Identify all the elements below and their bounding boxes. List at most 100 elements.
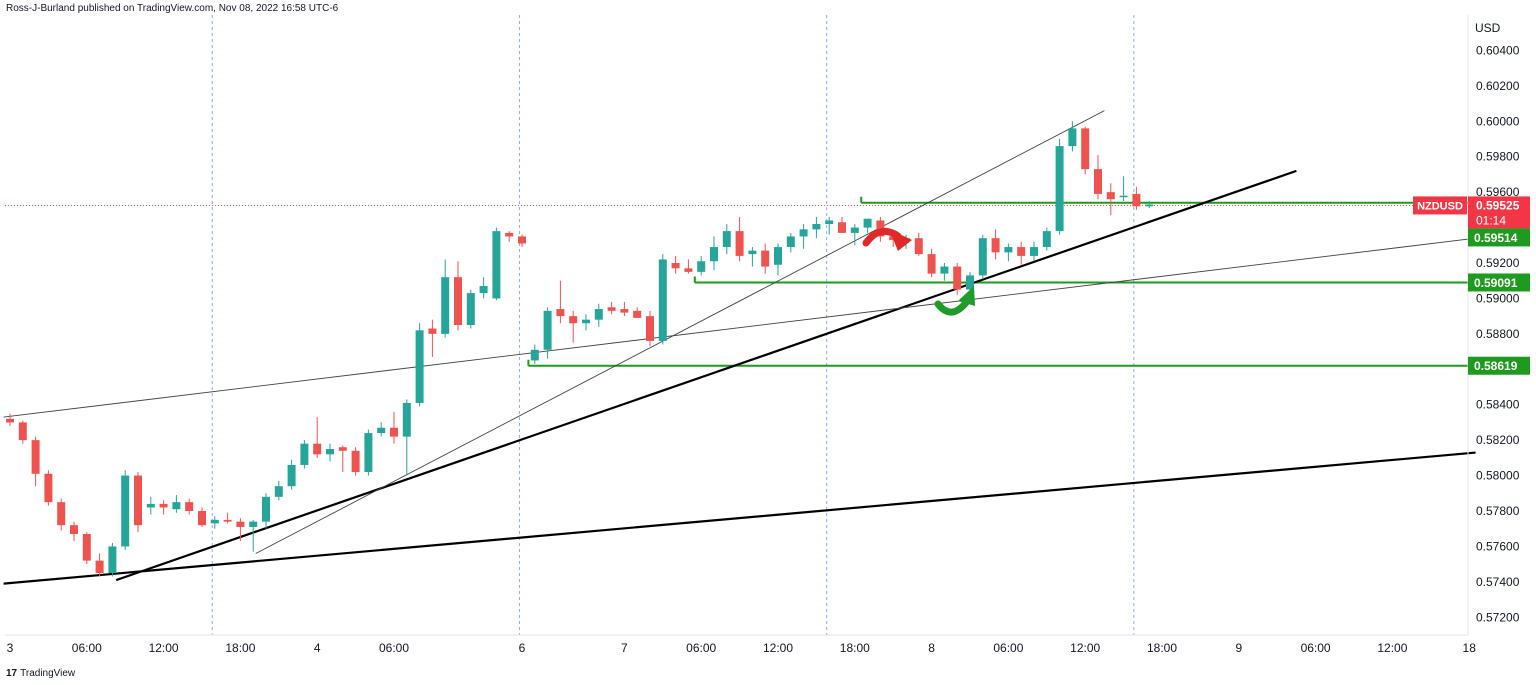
candle-bearish[interactable] — [185, 498, 194, 515]
candle-bullish[interactable] — [1042, 227, 1051, 251]
candle-bullish[interactable] — [722, 224, 731, 255]
candle-bearish[interactable] — [1017, 241, 1026, 265]
candle-bearish[interactable] — [761, 243, 770, 274]
candle-bearish[interactable] — [556, 280, 565, 324]
candle-bearish[interactable] — [57, 498, 66, 531]
candle-bullish[interactable] — [108, 542, 117, 577]
candle-bearish[interactable] — [44, 470, 53, 506]
candle-bullish[interactable] — [799, 224, 808, 249]
candle-bearish[interactable] — [223, 512, 232, 524]
candle-bullish[interactable] — [863, 218, 872, 233]
candle-bearish[interactable] — [236, 518, 245, 542]
candle-bullish[interactable] — [1055, 139, 1064, 235]
candle-bullish[interactable] — [594, 303, 603, 327]
candle-bullish[interactable] — [850, 224, 859, 246]
candle-bearish[interactable] — [991, 229, 1000, 260]
candle-bullish[interactable] — [1119, 176, 1128, 201]
candle-bullish[interactable] — [1145, 201, 1154, 209]
candle-bearish[interactable] — [633, 307, 642, 318]
candle-bullish[interactable] — [402, 399, 411, 476]
candle-bullish[interactable] — [710, 236, 718, 271]
candle-bullish[interactable] — [300, 440, 309, 469]
candle-bullish[interactable] — [479, 277, 488, 299]
candle-bullish[interactable] — [210, 516, 219, 529]
candle-body — [1068, 128, 1077, 147]
last-price-text: 0.59525 — [1476, 198, 1520, 212]
candle-bullish[interactable] — [543, 307, 552, 359]
candle-body — [1004, 247, 1013, 253]
candle-bullish[interactable] — [146, 496, 155, 515]
level-price-text: 0.58619 — [1474, 359, 1518, 373]
candle-bearish[interactable] — [70, 521, 78, 542]
candle-bullish[interactable] — [1068, 121, 1077, 152]
candle-bullish[interactable] — [415, 323, 424, 407]
candle-bearish[interactable] — [671, 255, 680, 274]
candle-bullish[interactable] — [249, 519, 258, 552]
candle-bearish[interactable] — [428, 319, 437, 357]
time-tick-label: 12:00 — [1070, 641, 1100, 655]
tradingview-logo-text: TradingView — [20, 668, 76, 679]
candle-bearish[interactable] — [505, 231, 514, 242]
candle-bearish[interactable] — [1094, 154, 1102, 200]
candle-bearish[interactable] — [620, 301, 629, 317]
candle-bearish[interactable] — [646, 310, 654, 347]
candle-bullish[interactable] — [940, 263, 949, 281]
candle-body — [607, 307, 616, 311]
candle-bearish[interactable] — [953, 263, 962, 295]
candle-bearish[interactable] — [1132, 186, 1141, 210]
candle-bullish[interactable] — [774, 243, 782, 276]
candle-bearish[interactable] — [198, 507, 206, 527]
candle-bullish[interactable] — [121, 470, 130, 550]
candle-bearish[interactable] — [735, 216, 744, 262]
candle-bullish[interactable] — [274, 480, 283, 501]
candle-bearish[interactable] — [159, 500, 168, 515]
candle-bearish[interactable] — [95, 553, 104, 577]
candle-bullish[interactable] — [466, 289, 475, 329]
candle-bearish[interactable] — [390, 411, 398, 444]
candle-bearish[interactable] — [351, 447, 360, 476]
candle-bearish[interactable] — [18, 420, 27, 444]
candle-bearish[interactable] — [838, 216, 846, 233]
candle-bullish[interactable] — [978, 234, 987, 279]
candle-bullish[interactable] — [441, 259, 450, 338]
candle-bearish[interactable] — [518, 234, 526, 248]
candle-bullish[interactable] — [287, 459, 296, 490]
candle-body — [978, 238, 987, 276]
candle-bullish[interactable] — [326, 443, 334, 462]
candle-bullish[interactable] — [1004, 243, 1013, 262]
candle-bullish[interactable] — [786, 232, 795, 253]
candle-bearish[interactable] — [134, 472, 142, 533]
candle-bearish[interactable] — [927, 248, 936, 278]
candle-body — [441, 277, 450, 334]
candle-bullish[interactable] — [364, 429, 373, 476]
candle-bearish[interactable] — [6, 413, 14, 426]
candle-bearish[interactable] — [569, 310, 578, 343]
candle-bearish[interactable] — [684, 259, 693, 274]
candle-bullish[interactable] — [582, 314, 590, 331]
candle-bearish[interactable] — [1081, 126, 1090, 175]
symbol-badge — [1413, 196, 1467, 215]
candle-bearish[interactable] — [454, 261, 462, 331]
candle-bullish[interactable] — [172, 495, 181, 513]
candle-body — [1055, 146, 1064, 232]
candle-bullish[interactable] — [812, 216, 821, 239]
candle-bullish[interactable] — [825, 216, 834, 235]
candle-bearish[interactable] — [338, 445, 347, 473]
candle-bullish[interactable] — [748, 247, 757, 267]
candle-bullish[interactable] — [492, 227, 501, 301]
candle-bullish[interactable] — [697, 255, 706, 276]
tradingview-logo[interactable]: 17 TradingView — [6, 668, 75, 679]
candle-bearish[interactable] — [914, 232, 923, 256]
candle-bearish[interactable] — [82, 532, 91, 565]
candle-bullish[interactable] — [530, 344, 539, 364]
candle-bullish[interactable] — [1030, 241, 1038, 262]
candle-bullish[interactable] — [262, 493, 270, 529]
time-axis: 3 06:00 12:00 18:00 4 06:00 6 7 06:00 12:00 18:00 8… — [7, 641, 1477, 655]
candle-bearish[interactable] — [313, 417, 322, 458]
candle-bullish[interactable] — [377, 422, 386, 437]
candle-bearish[interactable] — [1106, 183, 1115, 216]
candle-bullish[interactable] — [658, 254, 667, 345]
candle-bearish[interactable] — [607, 301, 616, 315]
candle-bearish[interactable] — [31, 436, 40, 487]
